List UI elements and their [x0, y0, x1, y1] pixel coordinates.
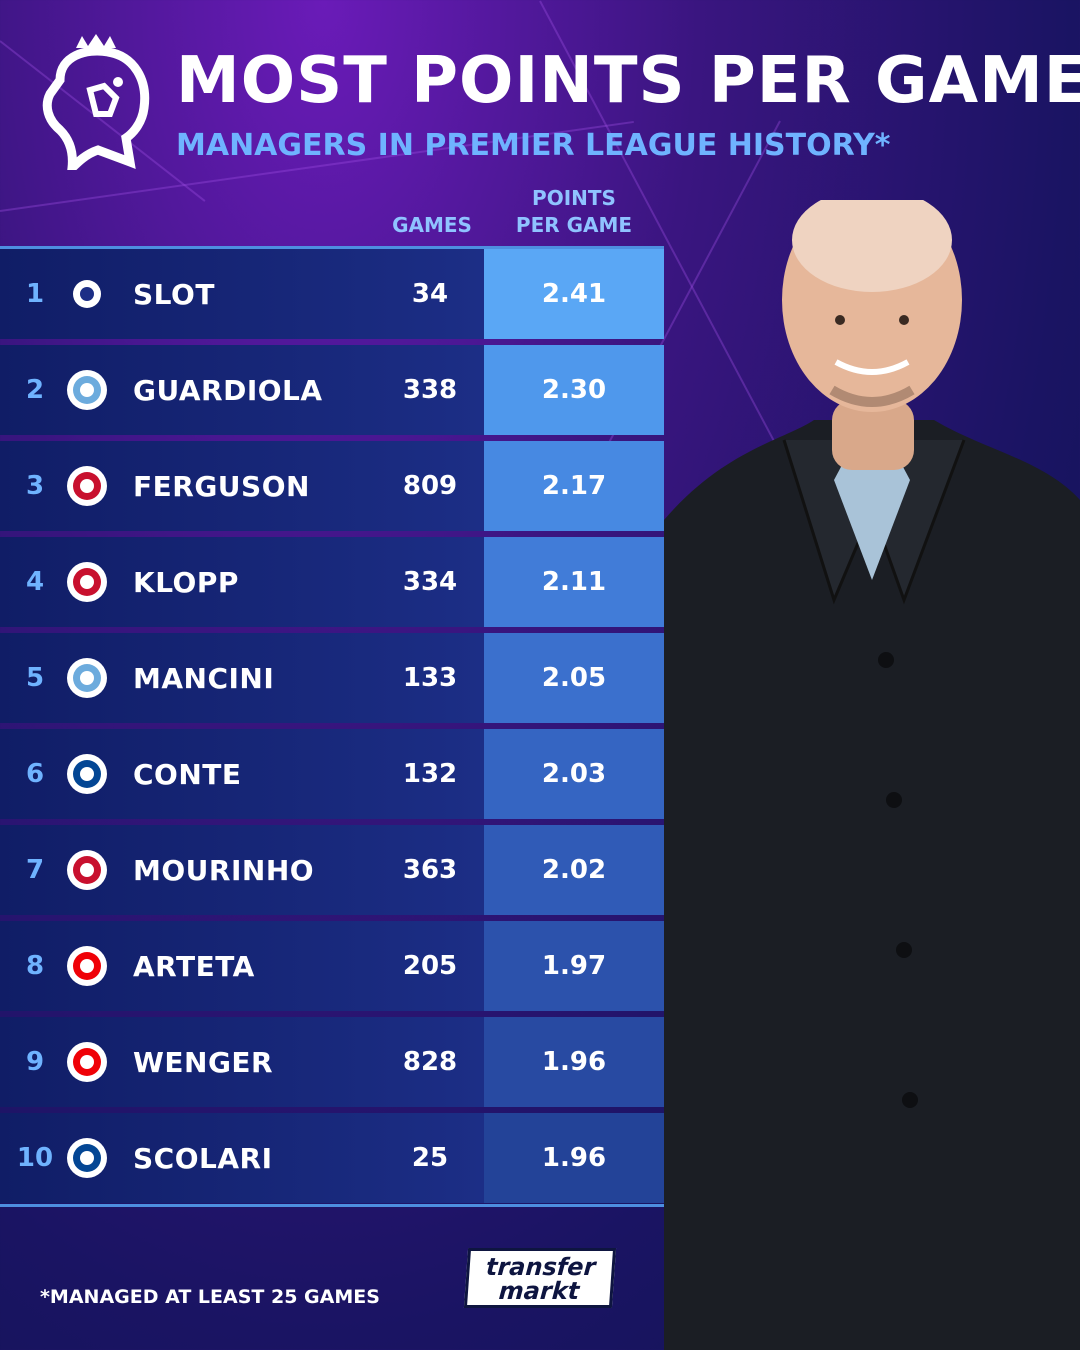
rank-number: 6	[25, 759, 45, 789]
ppg-cell-background	[484, 633, 664, 723]
liverpool-lfc-icon	[73, 280, 101, 308]
games-value: 809	[402, 471, 458, 501]
games-header-label: GAMES	[392, 213, 472, 237]
ppg-cell-background	[484, 249, 664, 339]
ppg-value: 2.17	[541, 471, 607, 501]
ppg-value: 2.02	[541, 855, 607, 885]
ppg-cell-background	[484, 345, 664, 435]
games-value: 363	[402, 855, 458, 885]
manager-name: MANCINI	[133, 661, 275, 695]
rank-number: 2	[25, 375, 45, 405]
arsenal-icon	[67, 946, 107, 986]
rank-number: 5	[25, 663, 45, 693]
manager-name: GUARDIOLA	[133, 373, 323, 407]
manager-name: ARTETA	[133, 949, 255, 983]
ppg-value: 2.05	[541, 663, 607, 693]
ppg-cell-background	[484, 1017, 664, 1107]
games-column-header: GAMES	[380, 212, 484, 239]
ppg-cell-background	[484, 537, 664, 627]
transfermarkt-logo-line2: markt	[497, 1277, 581, 1305]
games-value: 338	[402, 375, 458, 405]
table-bottom-border	[0, 1204, 664, 1207]
rank-number: 8	[25, 951, 45, 981]
manager-photo	[664, 200, 1080, 1350]
table-row: 4 KLOPP 334 2.11	[0, 537, 664, 627]
rank-number: 3	[25, 471, 45, 501]
ppg-value: 1.96	[541, 1143, 607, 1173]
ppg-cell-background	[484, 825, 664, 915]
man-city-icon	[67, 370, 107, 410]
table-top-border	[0, 246, 664, 249]
table-row: 9 WENGER 828 1.96	[0, 1017, 664, 1107]
table-row: 1 SLOT 34 2.41	[0, 249, 664, 339]
games-value: 133	[402, 663, 458, 693]
rank-number: 4	[25, 567, 45, 597]
ppg-column-header: POINTS PER GAME	[484, 185, 664, 239]
games-value: 25	[411, 1143, 449, 1173]
ppg-value: 2.03	[541, 759, 607, 789]
liverpool-crest-icon	[67, 562, 107, 602]
games-value: 205	[402, 951, 458, 981]
rank-number: 9	[25, 1047, 45, 1077]
premier-league-logo	[42, 34, 150, 170]
table-row: 6 CONTE 132 2.03	[0, 729, 664, 819]
tottenham-united-chelsea-icon	[67, 850, 107, 890]
ppg-cell-background	[484, 441, 664, 531]
ppg-value: 2.30	[541, 375, 607, 405]
tottenham-chelsea-icon	[67, 754, 107, 794]
ppg-value: 1.96	[541, 1047, 607, 1077]
rankings-table: 1 SLOT 34 2.41 2 GUARDIOLA 338 2.30 3 FERGUSON 809…	[0, 249, 664, 1209]
games-value: 132	[402, 759, 458, 789]
table-row: 7 MOURINHO 363 2.02	[0, 825, 664, 915]
ppg-header-line2: PER GAME	[515, 213, 633, 237]
ppg-value: 2.11	[541, 567, 607, 597]
man-united-icon	[67, 466, 107, 506]
table-row: 8 ARTETA 205 1.97	[0, 921, 664, 1011]
arsenal-icon	[67, 1042, 107, 1082]
ppg-value: 2.41	[541, 279, 607, 309]
ppg-cell-background	[484, 729, 664, 819]
page-subtitle: MANAGERS IN PREMIER LEAGUE HISTORY*	[176, 128, 891, 163]
chelsea-icon	[67, 1138, 107, 1178]
rank-number: 7	[25, 855, 45, 885]
rank-number: 10	[16, 1143, 54, 1173]
manager-name: FERGUSON	[133, 469, 310, 503]
games-value: 334	[402, 567, 458, 597]
rank-number: 1	[25, 279, 45, 309]
ppg-cell-background	[484, 921, 664, 1011]
transfermarkt-logo-line1: transfer	[485, 1253, 597, 1281]
games-value: 828	[402, 1047, 458, 1077]
ppg-value: 1.97	[541, 951, 607, 981]
ppg-header-line1: POINTS	[532, 186, 616, 210]
manager-name: WENGER	[133, 1045, 274, 1079]
manager-name: MOURINHO	[133, 853, 315, 887]
table-row: 10 SCOLARI 25 1.96	[0, 1113, 664, 1203]
table-row: 3 FERGUSON 809 2.17	[0, 441, 664, 531]
games-value: 34	[411, 279, 449, 309]
table-row: 2 GUARDIOLA 338 2.30	[0, 345, 664, 435]
man-city-old-icon	[67, 658, 107, 698]
table-row: 5 MANCINI 133 2.05	[0, 633, 664, 723]
manager-name: SLOT	[133, 277, 215, 311]
ppg-cell-background	[484, 1113, 664, 1203]
footnote: *MANAGED AT LEAST 25 GAMES	[40, 1286, 380, 1308]
manager-name: SCOLARI	[133, 1141, 273, 1175]
page-title: MOST POINTS PER GAME	[176, 44, 1080, 118]
transfermarkt-logo: transfer markt	[463, 1248, 617, 1308]
manager-name: KLOPP	[133, 565, 239, 599]
manager-name: CONTE	[133, 757, 242, 791]
